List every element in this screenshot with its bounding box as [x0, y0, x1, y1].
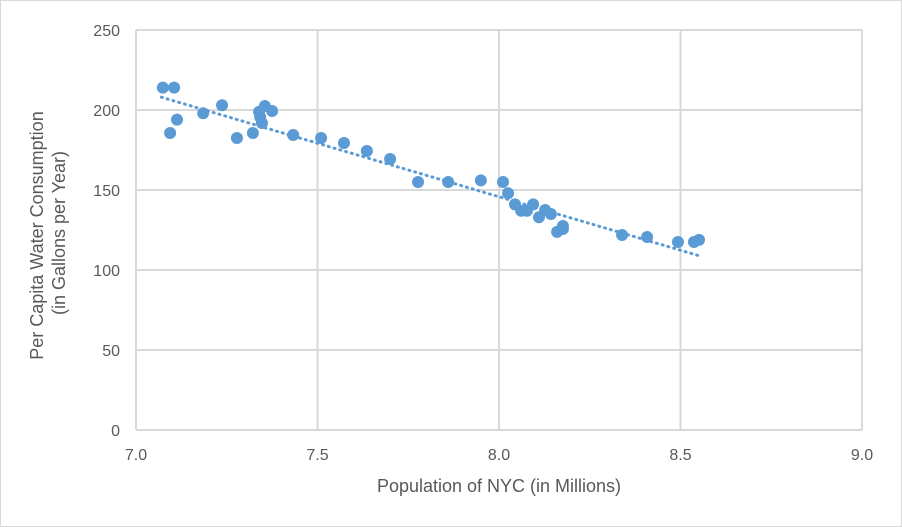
y-axis-label-line1: Per Capita Water Consumption — [27, 111, 47, 359]
data-point — [246, 127, 259, 140]
data-point — [266, 104, 279, 117]
data-point — [230, 132, 243, 144]
data-point — [474, 174, 487, 187]
data-point — [616, 228, 629, 241]
data-point — [168, 81, 181, 94]
data-point — [442, 176, 455, 188]
data-point — [337, 136, 350, 149]
data-point — [671, 236, 684, 248]
x-tick-label: 8.5 — [669, 447, 691, 464]
data-point — [360, 144, 373, 157]
y-tick-label: 150 — [93, 183, 120, 200]
data-points — [156, 81, 706, 248]
data-point — [197, 107, 210, 120]
data-point — [496, 176, 509, 188]
data-point — [164, 127, 177, 140]
trendline-path — [159, 95, 701, 258]
gridlines — [135, 29, 863, 431]
y-tick-label: 250 — [93, 23, 120, 40]
data-point — [641, 231, 654, 244]
x-axis-label: Population of NYC (in Millions) — [377, 476, 621, 496]
data-point — [156, 81, 169, 94]
data-point — [412, 176, 425, 188]
x-tick-label: 7.5 — [306, 447, 328, 464]
x-tick-label: 8.0 — [488, 447, 510, 464]
y-tick-label: 50 — [102, 343, 120, 360]
x-tick-label: 9.0 — [851, 447, 873, 464]
tick-labels: 7.0 7.5 8.0 8.5 9.0 0 50 100 150 200 250 — [93, 23, 873, 464]
y-axis-label: Per Capita Water Consumption (in Gallons… — [27, 106, 69, 359]
x-tick-label: 7.0 — [125, 447, 147, 464]
data-point — [556, 220, 569, 232]
data-point — [171, 113, 184, 126]
data-point — [544, 208, 557, 220]
data-point — [287, 128, 300, 141]
y-axis-label-line2: (in Gallons per Year) — [49, 151, 69, 315]
trendline — [159, 95, 701, 258]
y-tick-label: 0 — [111, 423, 120, 440]
data-point — [527, 198, 540, 211]
y-tick-label: 200 — [93, 103, 120, 120]
y-tick-label: 100 — [93, 263, 120, 280]
data-point — [502, 187, 515, 200]
data-point — [255, 116, 268, 129]
data-point — [693, 233, 706, 246]
data-point — [315, 132, 328, 144]
data-point — [216, 99, 229, 112]
data-point — [384, 152, 397, 165]
